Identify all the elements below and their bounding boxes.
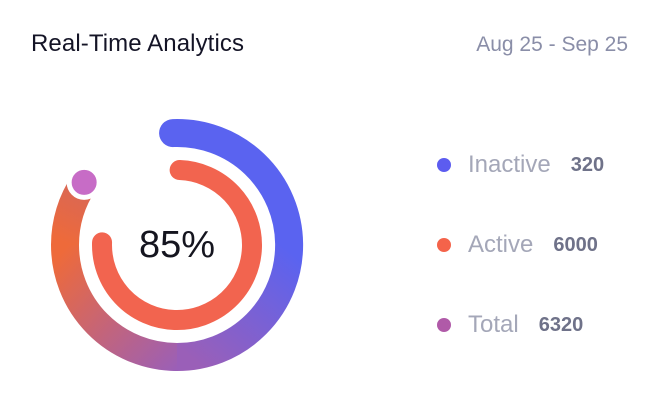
legend-label: Inactive	[468, 151, 551, 178]
outer-ring-segment	[159, 119, 304, 371]
donut-chart: 85%	[0, 95, 360, 412]
inner-progress-arc	[92, 160, 262, 330]
outer-ring-segment	[51, 243, 178, 371]
progress-marker	[66, 164, 102, 200]
legend-value: 6320	[538, 313, 584, 336]
legend-item-total: Total 6320	[437, 305, 647, 345]
legend-value: 320	[570, 153, 605, 176]
legend-dot-total	[437, 318, 451, 332]
legend-dot-inactive	[437, 158, 451, 172]
date-range[interactable]: Aug 25 - Sep 25	[476, 33, 628, 56]
legend-label: Active	[468, 231, 534, 258]
legend-label: Total	[468, 311, 519, 338]
legend-item-inactive: Inactive 320	[437, 145, 647, 185]
donut-svg	[51, 119, 304, 371]
legend-dot-active	[437, 238, 451, 252]
legend-item-active: Active 6000	[437, 225, 647, 265]
center-percentage: 85%	[138, 224, 216, 266]
legend-value: 6000	[553, 233, 598, 256]
card-title: Real-Time Analytics	[31, 30, 245, 57]
